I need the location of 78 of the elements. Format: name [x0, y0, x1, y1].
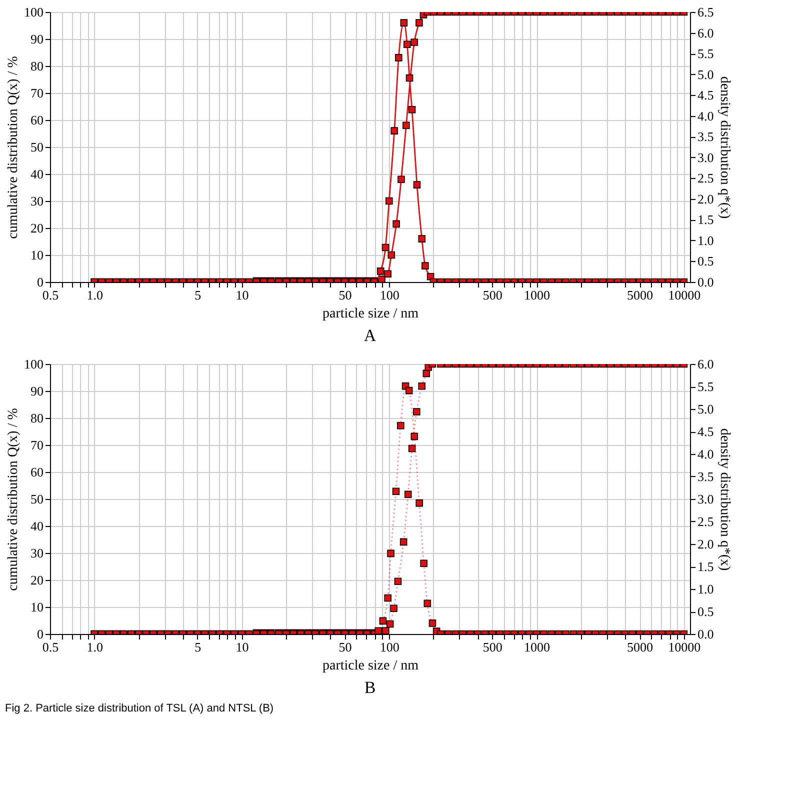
y-axis-title: cumulative distribution Q(x) / %	[6, 56, 21, 239]
y2-tick-label: 0.0	[698, 274, 714, 290]
y-tick-label: 90	[30, 384, 44, 398]
x-axis-title: particle size / nm	[322, 658, 419, 674]
caption: Fig 2. Particle size distribution of TSL (A) and NTSL (B)	[5, 702, 274, 714]
x-tick-label: 5000	[627, 288, 654, 302]
y-tick-label: 10	[30, 248, 44, 262]
x-tick-label: 5000	[627, 640, 654, 654]
y-tick-label: 70	[30, 438, 44, 452]
y2-tick-label: 0.0	[698, 626, 714, 642]
y-tick-label: 50	[30, 140, 44, 154]
x-tick-label: 500	[482, 288, 502, 302]
y-tick-label: 0	[37, 274, 44, 290]
y2-tick-label: 2.0	[698, 536, 714, 552]
y2-tick-label: 6.0	[698, 25, 714, 40]
text: A	[364, 326, 377, 345]
x-tick-label: 100	[380, 288, 400, 302]
y-tick-label: 100	[24, 4, 44, 20]
y2-tick-label: 5.0	[698, 402, 714, 416]
x-tick-label: 10	[236, 640, 249, 654]
y2-tick-label: 5.5	[698, 379, 714, 394]
y2-tick-label: 4.5	[698, 88, 714, 103]
y-tick-label: 70	[30, 86, 44, 100]
y2-tick-label: 6.5	[698, 4, 714, 20]
x-tick-label: 1000	[524, 640, 550, 654]
y2-tick-label: 2.0	[698, 191, 714, 206]
y2-tick-label: 2.5	[698, 170, 714, 186]
y2-tick-label: 6.0	[698, 356, 714, 372]
y2-tick-label: 3.5	[698, 469, 714, 484]
x-tick-label: 1000	[524, 288, 550, 302]
y2-tick-label: 3.0	[698, 492, 714, 506]
text: B	[364, 678, 376, 697]
y2-tick-label: 0.5	[698, 254, 714, 269]
y-tick-label: 60	[30, 464, 44, 480]
y2-tick-label: 5.5	[698, 46, 714, 62]
y2-tick-label: 2.5	[698, 514, 714, 529]
y-tick-label: 50	[30, 492, 44, 506]
y-tick-label: 40	[30, 518, 44, 534]
y2-tick-label: 0.5	[698, 604, 714, 619]
y-tick-label: 20	[30, 572, 44, 588]
x-tick-label: 0.5	[42, 288, 59, 302]
y-tick-label: 30	[30, 546, 44, 560]
y-tick-label: 80	[30, 410, 44, 426]
y-tick-label: 60	[30, 112, 44, 128]
y-tick-label: 0	[37, 626, 44, 642]
y-tick-label: 20	[30, 220, 44, 236]
x-tick-label: 0.5	[42, 640, 59, 654]
y-tick-label: 80	[30, 58, 44, 74]
y-tick-label: 100	[24, 356, 44, 372]
x-tick-label: 1.0	[86, 288, 103, 302]
x-tick-label: 100	[380, 640, 400, 654]
y-axis-title: cumulative distribution Q(x) / %	[6, 408, 21, 591]
y2-axis-title: density distribution q*(x)	[716, 428, 732, 571]
x-tick-label: 50	[338, 288, 352, 302]
y-tick-label: 90	[30, 32, 44, 46]
x-tick-label: 50	[338, 640, 352, 654]
y2-tick-label: 1.0	[698, 582, 714, 596]
x-tick-label: 5	[194, 640, 202, 654]
x-tick-label: 10000	[668, 640, 701, 654]
y-tick-label: 30	[30, 194, 44, 208]
y-tick-label: 10	[30, 600, 44, 614]
y2-tick-label: 1.5	[698, 559, 714, 574]
y2-axis-title: density distribution q*(x)	[716, 76, 732, 219]
y2-tick-label: 1.0	[698, 232, 714, 248]
x-axis-title: particle size / nm	[322, 306, 419, 322]
y2-tick-label: 4.0	[698, 446, 714, 462]
x-tick-label: 500	[482, 640, 502, 654]
x-tick-label: 10000	[668, 288, 701, 302]
y2-tick-label: 4.0	[698, 108, 714, 124]
y2-tick-label: 1.5	[698, 212, 714, 228]
x-tick-label: 10	[236, 288, 249, 302]
y2-tick-label: 3.5	[698, 129, 714, 144]
y2-tick-label: 4.5	[698, 424, 714, 439]
y2-tick-label: 5.0	[698, 66, 714, 82]
y2-tick-label: 3.0	[698, 150, 714, 165]
x-tick-label: 1.0	[86, 640, 103, 654]
x-tick-label: 5	[194, 288, 202, 302]
y-tick-label: 40	[30, 166, 44, 182]
